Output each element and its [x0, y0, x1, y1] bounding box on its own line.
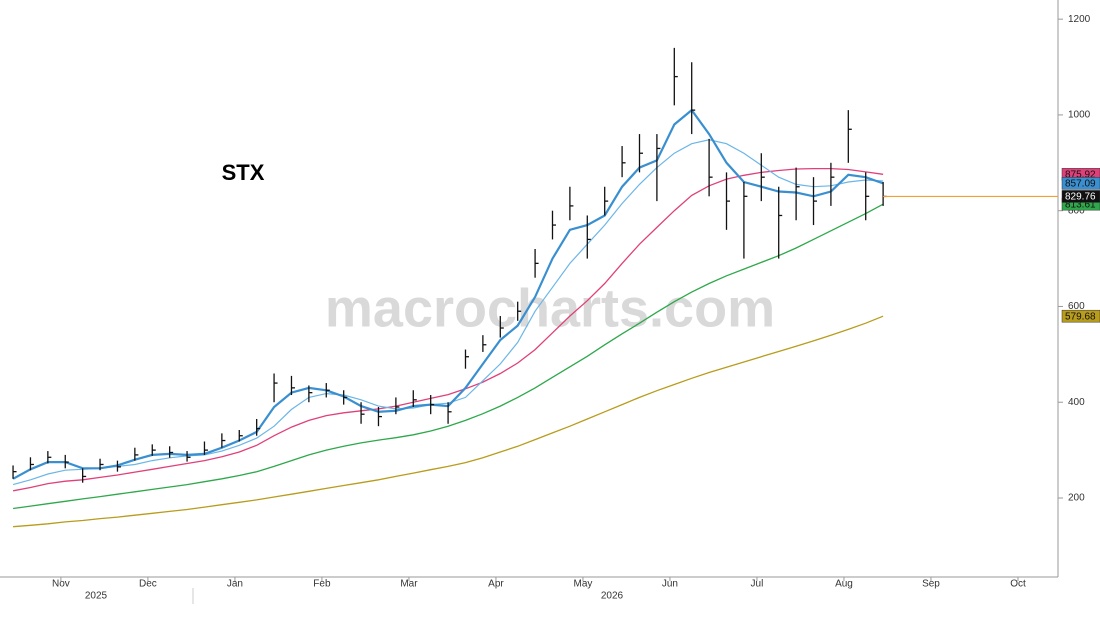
x-tick-label: Aug	[835, 579, 853, 590]
y-tick-label: 200	[1068, 493, 1085, 504]
x-tick-label: Nov	[52, 579, 70, 590]
watermark: macrocharts.com	[325, 278, 775, 338]
x-tick-label: Jun	[662, 579, 678, 590]
ma-last-label: 875.92	[1065, 169, 1096, 180]
chart-title: STX	[222, 160, 265, 185]
x-tick-label: Dec	[139, 579, 157, 590]
last-price-label: 829.76	[1065, 192, 1096, 203]
ma-last-box	[1061, 177, 1100, 190]
year-label: 2026	[601, 591, 624, 602]
x-tick-label: Mar	[400, 579, 418, 590]
y-tick-label: 800	[1068, 205, 1085, 216]
ma-line	[13, 315, 884, 528]
y-tick-label: 1000	[1068, 110, 1091, 121]
ma-last-label: 857.09	[1065, 178, 1096, 189]
year-label: 2025	[85, 591, 108, 602]
x-tick-label: Sep	[922, 579, 940, 590]
ma-last-label: 579.68	[1065, 311, 1096, 322]
x-tick-label: Feb	[313, 579, 331, 590]
x-tick-label: Jan	[227, 579, 243, 590]
ma-last-label: 813.61	[1065, 199, 1096, 210]
y-tick-label: 600	[1068, 301, 1085, 312]
x-tick-label: Oct	[1010, 579, 1026, 590]
x-tick-label: Jul	[751, 579, 764, 590]
ma-last-box	[1061, 309, 1100, 323]
y-tick-label: 400	[1068, 397, 1085, 408]
y-tick-label: 1200	[1068, 14, 1091, 25]
x-tick-label: May	[573, 579, 592, 590]
last-price-box	[1061, 190, 1100, 203]
ma-line	[13, 203, 884, 510]
x-tick-label: Apr	[488, 579, 504, 590]
